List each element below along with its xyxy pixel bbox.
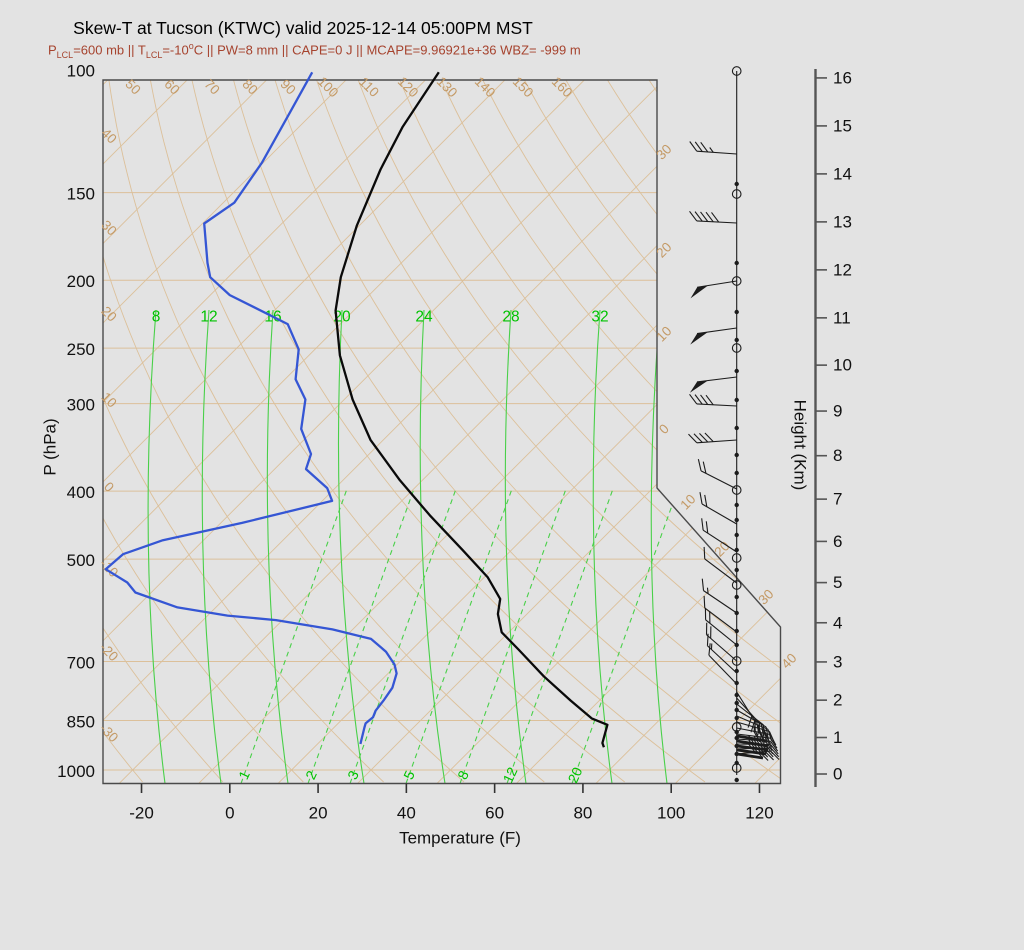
svg-text:30: 30 (98, 217, 119, 238)
svg-text:160: 160 (549, 74, 576, 101)
svg-text:10: 10 (98, 389, 119, 410)
svg-text:10: 10 (677, 491, 698, 512)
svg-text:300: 300 (67, 396, 95, 415)
svg-text:100: 100 (315, 74, 342, 101)
dewpoint-curve (104, 71, 398, 745)
svg-text:2: 2 (833, 691, 842, 710)
svg-text:12: 12 (833, 260, 852, 279)
svg-text:20: 20 (98, 303, 119, 324)
svg-text:11: 11 (833, 308, 851, 327)
chart-subtitle: PLCL=600 mb || TLCL=-10oC || PW=8 mm || … (48, 41, 581, 60)
svg-text:130: 130 (434, 74, 461, 101)
svg-text:60: 60 (485, 804, 504, 823)
svg-text:200: 200 (67, 272, 95, 291)
svg-text:150: 150 (67, 185, 95, 204)
svg-text:20: 20 (564, 764, 585, 785)
wind-barb-column (688, 66, 780, 783)
svg-text:100: 100 (657, 804, 685, 823)
svg-text:24: 24 (415, 309, 433, 326)
svg-text:P (hPa): P (hPa) (41, 418, 60, 475)
svg-text:120: 120 (395, 74, 422, 101)
svg-text:Height (Km): Height (Km) (791, 400, 810, 491)
svg-text:-20: -20 (97, 640, 121, 664)
svg-text:14: 14 (833, 164, 852, 183)
svg-text:250: 250 (67, 340, 95, 359)
svg-text:12: 12 (499, 764, 520, 785)
moist-adiabat-labels: 8 12 16 20 24 28 32 (152, 309, 609, 326)
pressure-axis: 100 150 200 250 300 400 500 700 850 1000 P (hPa) (41, 61, 96, 781)
svg-text:0: 0 (225, 804, 234, 823)
grid-lines (103, 80, 781, 784)
chart-title: Skew-T at Tucson (KTWC) valid 2025-12-14… (73, 18, 533, 38)
svg-text:8: 8 (833, 446, 842, 465)
svg-text:5: 5 (833, 573, 842, 592)
svg-text:0: 0 (656, 421, 672, 437)
temperature-curve (334, 71, 609, 748)
svg-text:13: 13 (833, 212, 852, 231)
temperature-axis: -20 0 20 40 60 80 100 120 Temperature (F) (129, 783, 774, 848)
svg-text:32: 32 (591, 309, 608, 326)
svg-text:7: 7 (833, 490, 842, 509)
svg-text:110: 110 (356, 74, 382, 100)
svg-text:12: 12 (200, 309, 217, 326)
svg-text:1: 1 (833, 728, 842, 747)
svg-text:0: 0 (833, 765, 842, 784)
svg-text:700: 700 (67, 653, 95, 672)
svg-text:20: 20 (333, 309, 351, 326)
svg-text:400: 400 (67, 483, 95, 502)
svg-text:20: 20 (711, 538, 732, 559)
svg-text:30: 30 (755, 586, 776, 607)
svg-text:8: 8 (152, 309, 161, 326)
svg-text:40: 40 (778, 650, 799, 671)
svg-text:40: 40 (397, 804, 416, 823)
svg-text:16: 16 (833, 68, 852, 87)
svg-text:140: 140 (472, 74, 499, 101)
svg-text:-20: -20 (129, 804, 154, 823)
svg-text:20: 20 (309, 804, 328, 823)
svg-text:6: 6 (833, 532, 842, 551)
svg-text:1000: 1000 (57, 762, 95, 781)
svg-text:150: 150 (510, 74, 537, 101)
svg-text:10: 10 (833, 356, 852, 375)
svg-text:500: 500 (67, 551, 95, 570)
svg-text:-30: -30 (97, 721, 121, 745)
svg-text:28: 28 (502, 309, 519, 326)
plot-border (102, 79, 782, 785)
svg-text:9: 9 (833, 402, 842, 421)
svg-text:15: 15 (833, 116, 852, 135)
svg-text:100: 100 (67, 61, 95, 80)
svg-text:Temperature (F): Temperature (F) (399, 829, 521, 848)
svg-text:850: 850 (67, 713, 95, 732)
svg-text:120: 120 (745, 804, 773, 823)
svg-text:3: 3 (833, 652, 842, 671)
svg-text:4: 4 (833, 613, 842, 632)
svg-text:40: 40 (98, 125, 119, 146)
svg-text:80: 80 (573, 804, 592, 823)
